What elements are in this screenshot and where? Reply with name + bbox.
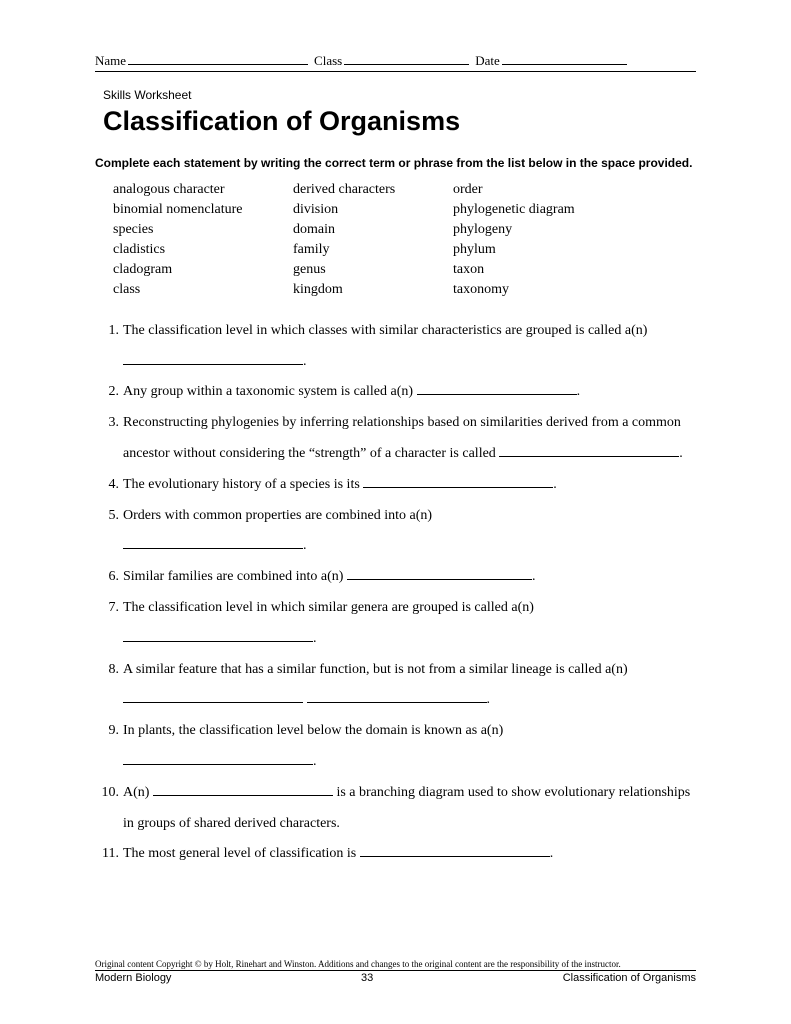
instructions-text: Complete each statement by writing the c… [95,155,696,172]
word-bank-term: kingdom [293,282,453,298]
answer-blank[interactable] [153,781,333,796]
question-text: The evolutionary history of a species is… [123,470,696,501]
answer-blank[interactable] [123,750,313,765]
question-number: 11. [97,839,119,870]
word-bank-term: cladistics [113,242,293,258]
footer-right: Classification of Organisms [563,972,696,984]
question-item: 5.Orders with common properties are comb… [97,501,696,563]
answer-blank[interactable] [307,688,487,703]
answer-blank[interactable] [123,350,303,365]
footer: Original content Copyright © by Holt, Ri… [95,959,696,984]
question-number: 7. [97,593,119,655]
question-item: 9.In plants, the classification level be… [97,716,696,778]
question-item: 1.The classification level in which clas… [97,316,696,378]
word-bank-term: order [453,182,613,198]
footer-row: Modern Biology 33 Classification of Orga… [95,972,696,984]
question-number: 6. [97,562,119,593]
question-text: A similar feature that has a similar fun… [123,655,696,717]
word-bank-term: class [113,282,293,298]
question-number: 9. [97,716,119,778]
question-text: Reconstructing phylogenies by inferring … [123,408,696,470]
worksheet-page: Name Class Date Skills Worksheet Classif… [0,0,791,1024]
question-number: 3. [97,408,119,470]
word-bank: analogous characterderived charactersord… [113,182,696,298]
word-bank-term: phylogenetic diagram [453,202,613,218]
date-field: Date [475,52,627,69]
date-input-line[interactable] [502,52,627,65]
class-input-line[interactable] [344,52,469,65]
question-number: 4. [97,470,119,501]
question-text: Orders with common properties are combin… [123,501,696,563]
header-fields: Name Class Date [95,52,696,72]
question-text: Any group within a taxonomic system is c… [123,377,696,408]
question-number: 1. [97,316,119,378]
footer-left: Modern Biology [95,972,171,984]
answer-blank[interactable] [360,842,550,857]
question-item: 3.Reconstructing phylogenies by inferrin… [97,408,696,470]
word-bank-term: binomial nomenclature [113,202,293,218]
question-text: Similar families are combined into a(n) … [123,562,696,593]
word-bank-term: division [293,202,453,218]
answer-blank[interactable] [123,627,313,642]
question-item: 10.A(n) is a branching diagram used to s… [97,778,696,840]
date-label: Date [475,53,500,69]
question-number: 2. [97,377,119,408]
answer-blank[interactable] [347,565,532,580]
question-text: A(n) is a branching diagram used to show… [123,778,696,840]
question-text: The most general level of classification… [123,839,696,870]
word-bank-term: family [293,242,453,258]
question-item: 2.Any group within a taxonomic system is… [97,377,696,408]
questions-list: 1.The classification level in which clas… [97,316,696,870]
question-number: 10. [97,778,119,840]
question-item: 7.The classification level in which simi… [97,593,696,655]
footer-copyright: Original content Copyright © by Holt, Ri… [95,959,696,971]
word-bank-term: taxonomy [453,282,613,298]
word-bank-term: genus [293,262,453,278]
word-bank-term: species [113,222,293,238]
word-bank-term: phylum [453,242,613,258]
question-number: 8. [97,655,119,717]
question-item: 6.Similar families are combined into a(n… [97,562,696,593]
answer-blank[interactable] [123,534,303,549]
class-label: Class [314,53,342,69]
skills-worksheet-label: Skills Worksheet [103,88,696,102]
answer-blank[interactable] [123,688,303,703]
name-field: Name [95,52,308,69]
footer-page-number: 33 [361,972,373,984]
word-bank-term: cladogram [113,262,293,278]
answer-blank[interactable] [499,442,679,457]
word-bank-term: taxon [453,262,613,278]
word-bank-term: analogous character [113,182,293,198]
question-text: In plants, the classification level belo… [123,716,696,778]
word-bank-term: domain [293,222,453,238]
question-text: The classification level in which classe… [123,316,696,378]
class-field: Class [314,52,469,69]
question-item: 8.A similar feature that has a similar f… [97,655,696,717]
answer-blank[interactable] [417,380,577,395]
question-item: 11.The most general level of classificat… [97,839,696,870]
answer-blank[interactable] [363,473,553,488]
name-label: Name [95,53,126,69]
question-text: The classification level in which simila… [123,593,696,655]
question-item: 4.The evolutionary history of a species … [97,470,696,501]
word-bank-term: derived characters [293,182,453,198]
question-number: 5. [97,501,119,563]
page-title: Classification of Organisms [103,106,696,137]
name-input-line[interactable] [128,52,308,65]
word-bank-term: phylogeny [453,222,613,238]
